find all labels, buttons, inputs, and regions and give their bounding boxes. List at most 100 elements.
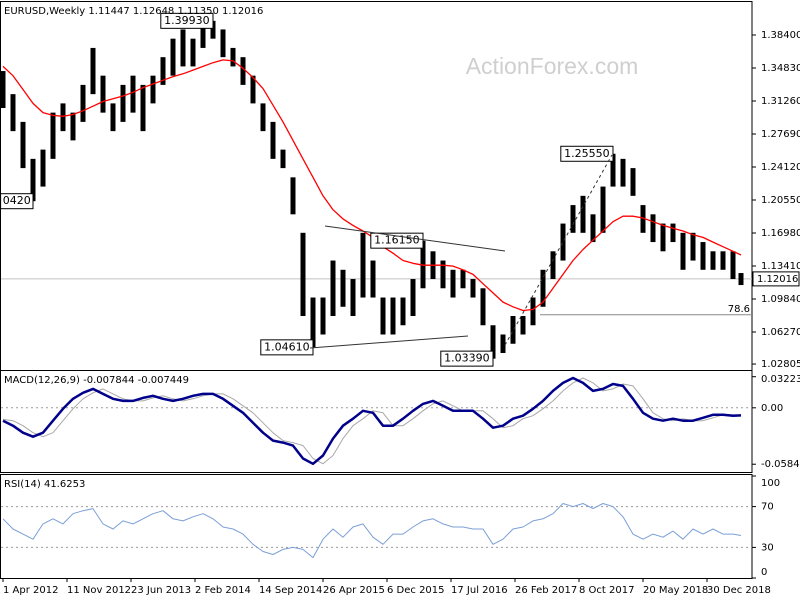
- price-bar: [90, 47, 96, 95]
- price-bar: [170, 38, 176, 76]
- price-bar: [530, 297, 536, 326]
- series-line: [2, 503, 742, 559]
- y-tick-label: 1.16980: [761, 228, 800, 239]
- price-bar: [390, 297, 396, 335]
- y-tick-label: 1.13410: [761, 261, 800, 272]
- price-bar: [40, 149, 46, 187]
- price-bar: [470, 279, 476, 298]
- price-bar: [130, 75, 136, 113]
- annotation-label: 1.39930: [164, 14, 210, 27]
- price-bar: [570, 205, 576, 233]
- current-price-label: 1.12016: [757, 274, 798, 285]
- y-tick-label: 1.02805: [761, 359, 800, 370]
- y-tick-label: 1.27690: [761, 129, 800, 140]
- price-bar: [300, 232, 306, 317]
- annotation-box: [0, 193, 34, 210]
- price-bar: [380, 297, 386, 335]
- price-bar: [30, 158, 36, 202]
- annotation-label: 0420: [3, 194, 31, 207]
- price-bar: [520, 316, 526, 335]
- price-bar: [330, 260, 336, 317]
- y-tick-label: 70: [761, 502, 774, 513]
- panel-frame: [0, 474, 753, 579]
- y-tick-label: 0: [761, 567, 767, 578]
- y-tick-label: 1.06270: [761, 327, 800, 338]
- price-bar: [460, 269, 466, 289]
- price-bar: [690, 232, 696, 261]
- price-bar: [60, 103, 66, 132]
- y-tick-label: 1.38400: [761, 30, 800, 41]
- price-bar: [730, 251, 736, 280]
- price-bar: [590, 214, 596, 243]
- y-tick-label: 1.09840: [761, 294, 800, 305]
- annotation-box: [440, 350, 494, 367]
- price-bar: [370, 260, 376, 298]
- annotation-label: 1.25550: [564, 147, 610, 160]
- price-bar: [560, 223, 566, 261]
- x-tick-label: 1 Apr 2012: [3, 585, 58, 596]
- price-bar: [160, 57, 166, 85]
- price-bar: [320, 297, 326, 335]
- fib-label: 78.6: [728, 304, 750, 315]
- y-tick-label: -0.058434: [761, 459, 800, 470]
- price-bar: [120, 84, 126, 122]
- price-bar: [480, 288, 486, 326]
- price-bar: [210, 20, 216, 39]
- x-tick-label: 20 May 2018: [643, 585, 708, 596]
- trend-line: [309, 335, 469, 349]
- price-bar: [630, 168, 636, 196]
- price-bar: [290, 177, 296, 215]
- trend-line: [324, 225, 506, 252]
- x-tick-label: 11 Nov 2012: [67, 585, 131, 596]
- price-bar: [200, 24, 206, 48]
- price-bar: [650, 214, 656, 243]
- price-bar: [270, 121, 276, 159]
- x-tick-label: 23 Jun 2013: [131, 585, 191, 596]
- price-bar: [710, 251, 716, 270]
- price-bar: [490, 325, 496, 359]
- panel-title: MACD(12,26,9) -0.007844 -0.007449: [4, 375, 189, 386]
- x-tick-label: 2 Feb 2014: [195, 585, 251, 596]
- price-bar: [50, 112, 56, 159]
- annotation-box: [160, 12, 214, 29]
- price-bar: [10, 94, 16, 132]
- price-bar: [180, 29, 186, 67]
- price-bar: [360, 232, 366, 298]
- price-bar: [280, 149, 286, 169]
- x-tick-label: 26 Apr 2015: [323, 585, 385, 596]
- price-bar: [230, 47, 236, 67]
- price-bar: [240, 57, 246, 85]
- price-bar: [700, 242, 706, 270]
- watermark: ActionForex.com: [466, 53, 639, 79]
- price-bar: [150, 75, 156, 104]
- price-bar: [640, 205, 646, 233]
- price-bar: [420, 240, 426, 289]
- x-tick-label: 30 Dec 2018: [707, 585, 771, 596]
- panel-frame: [0, 370, 753, 473]
- price-bar: [660, 223, 666, 252]
- x-tick-label: 26 Feb 2017: [515, 585, 577, 596]
- annotation-label: 1.16150: [374, 234, 420, 247]
- price-bar: [620, 158, 626, 187]
- x-tick-label: 14 Sep 2014: [259, 585, 322, 596]
- price-bar: [350, 279, 356, 317]
- price-bar: [540, 269, 546, 307]
- price-bar: [140, 84, 146, 132]
- price-bar: [110, 103, 116, 132]
- y-tick-label: 30: [761, 542, 774, 553]
- price-bar: [410, 279, 416, 317]
- x-tick-label: 8 Oct 2017: [579, 585, 634, 596]
- series-line: [2, 376, 742, 466]
- current-price-box: [752, 271, 800, 287]
- price-bar: [610, 153, 616, 187]
- price-bar: [580, 195, 586, 233]
- price-bar: [450, 269, 456, 298]
- price-bar: [720, 251, 726, 270]
- price-bar: [680, 232, 686, 270]
- price-bar: [100, 75, 106, 113]
- annotation-label: 1.03390: [444, 352, 490, 365]
